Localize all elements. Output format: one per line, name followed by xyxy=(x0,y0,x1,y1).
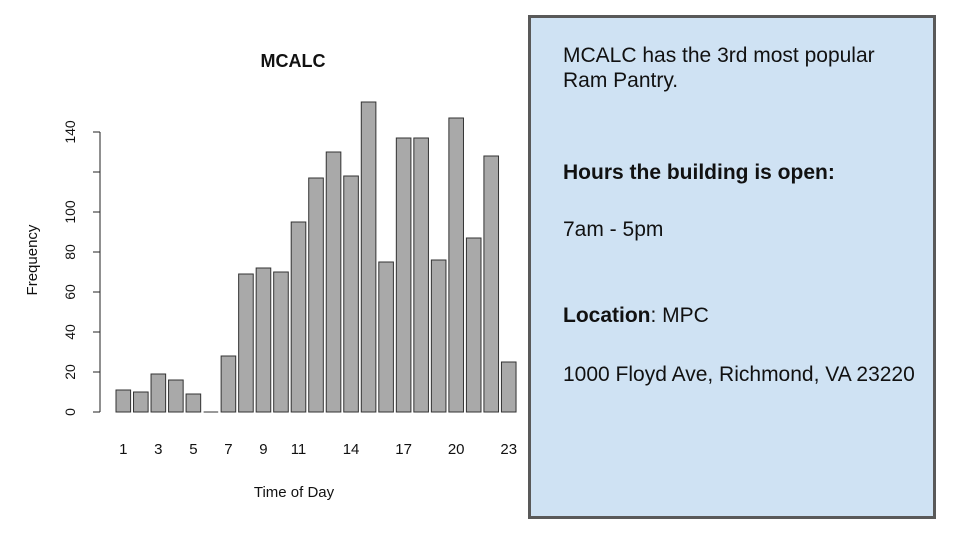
y-tick-label: 100 xyxy=(62,200,78,224)
hours-text: 7am - 5pm xyxy=(563,218,664,241)
bar xyxy=(168,379,184,413)
info-panel: MCALC has the 3rd most popular Ram Pantr… xyxy=(528,15,936,519)
y-tick-label: 0 xyxy=(62,408,78,416)
bar xyxy=(255,267,272,413)
y-tick-label: 40 xyxy=(62,324,78,340)
bar xyxy=(290,221,307,413)
bar xyxy=(343,175,359,413)
bar xyxy=(395,137,412,413)
bar xyxy=(308,177,324,413)
bar xyxy=(133,391,149,413)
y-tick-label: 80 xyxy=(62,244,78,260)
bar xyxy=(325,151,342,413)
bar xyxy=(378,261,394,413)
bars xyxy=(115,101,517,413)
location-label: Location xyxy=(563,304,651,327)
bar xyxy=(150,373,167,413)
x-tick-labels: 1 3 5 7 9 11 14 17 20 23 xyxy=(119,441,517,458)
address-text: 1000 Floyd Ave, Richmond, VA 23220 xyxy=(563,363,915,386)
y-tick-label: 140 xyxy=(62,120,78,144)
y-axis-label: Frequency xyxy=(24,224,41,295)
x-tick-label: 3 xyxy=(154,441,162,458)
bar xyxy=(115,389,132,413)
bar xyxy=(360,101,377,413)
y-tick-label: 60 xyxy=(62,284,78,300)
x-tick-label: 5 xyxy=(189,441,197,458)
bar xyxy=(500,361,517,413)
x-tick-label: 9 xyxy=(259,441,267,458)
x-tick-label: 11 xyxy=(291,441,307,458)
bar xyxy=(220,355,237,413)
x-tick-label: 7 xyxy=(224,441,232,458)
x-tick-label: 14 xyxy=(343,441,360,458)
x-tick-label: 17 xyxy=(395,441,412,458)
location-line: Location: MPC xyxy=(563,303,915,328)
bar xyxy=(413,137,429,413)
x-axis-label: Time of Day xyxy=(254,484,335,501)
bar-chart: MCALC Frequency Time of Day 0 20 40 60 80 100… xyxy=(24,51,517,501)
bar xyxy=(483,155,500,413)
bar xyxy=(185,393,202,413)
intro-text: MCALC has the 3rd most popular Ram Pantr… xyxy=(563,44,875,92)
chart-title: MCALC xyxy=(261,51,326,71)
x-tick-label: 23 xyxy=(500,441,517,458)
bar xyxy=(273,271,289,413)
bar xyxy=(430,259,447,413)
x-tick-label: 20 xyxy=(448,441,465,458)
y-axis: 0 20 40 60 80 100 140 xyxy=(62,120,101,416)
bar xyxy=(465,237,482,413)
bar xyxy=(448,117,464,413)
bar xyxy=(238,273,254,413)
y-tick-label: 20 xyxy=(62,364,78,380)
location-value: : MPC xyxy=(650,304,709,327)
x-tick-label: 1 xyxy=(119,441,127,458)
hours-heading: Hours the building is open: xyxy=(563,161,835,184)
